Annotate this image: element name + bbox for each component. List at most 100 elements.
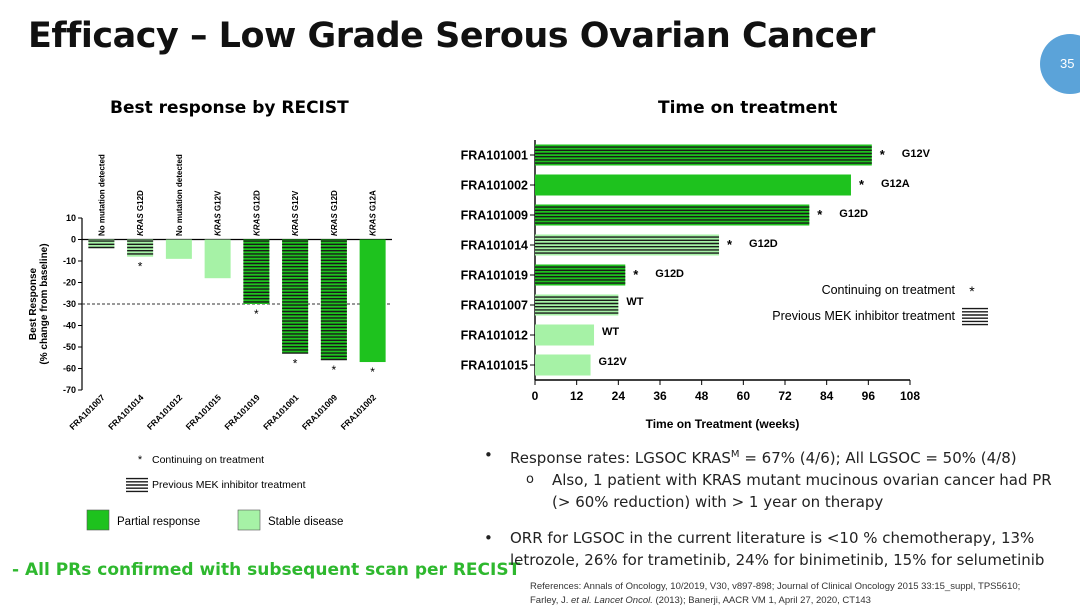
bullet-text: ORR for LGSOC in the current literature … <box>510 529 1045 569</box>
mutation-variant: G12D <box>252 190 261 213</box>
legend-continuing-symbol: * <box>969 283 975 299</box>
continuing-marker: * <box>293 356 298 370</box>
y-tick-label: -20 <box>63 278 76 288</box>
mutation-label: KRAS G12D <box>330 190 339 236</box>
mutation-label: No mutation detected <box>175 154 184 236</box>
sub-bullet-text: Also, 1 patient with KRAS mutant mucinou… <box>552 471 1052 511</box>
y-tick-label: -30 <box>63 299 76 309</box>
mutation-label: G12D <box>655 268 684 280</box>
x-tick-label: 24 <box>612 389 626 403</box>
mutation-gene: KRAS <box>252 213 261 236</box>
x-tick-label: 60 <box>737 389 751 403</box>
x-tick-label: 12 <box>570 389 584 403</box>
mutation-variant: G12V <box>291 190 300 213</box>
x-tick-label: 108 <box>900 389 920 403</box>
mutation-gene: KRAS <box>136 213 145 236</box>
patient-label: FRA101001 <box>461 149 528 163</box>
y-tick-label: -60 <box>63 364 76 374</box>
y-tick-label: -40 <box>63 321 76 331</box>
mutation-variant: No mutation detected <box>97 154 106 236</box>
continuing-marker: * <box>138 260 143 274</box>
mutation-label: KRAS G12V <box>214 190 223 236</box>
continuing-marker: * <box>370 365 375 379</box>
bullet-response-rates: • Response rates: LGSOC KRASM = 67% (4/6… <box>480 444 1060 469</box>
waterfall-chart-title: Best response by RECIST <box>110 98 349 118</box>
mutation-label: G12A <box>881 178 910 190</box>
reference-line-2: Farley, J. et al. Lancet Oncol. (2013); … <box>530 594 1020 608</box>
y-tick-label: 10 <box>66 213 76 223</box>
mutation-gene: KRAS <box>369 213 378 236</box>
reference-text: Farley, J. <box>530 595 571 606</box>
mutation-variant: G12A <box>369 190 378 213</box>
x-tick-label: 72 <box>778 389 792 403</box>
x-tick-label: 0 <box>532 389 539 403</box>
patient-label: FRA101015 <box>461 359 528 373</box>
x-tick-label: 36 <box>653 389 667 403</box>
bullet-orr-literature: • ORR for LGSOC in the current literatur… <box>480 527 1060 571</box>
continuing-marker: * <box>254 307 259 321</box>
mutation-label: KRAS G12D <box>252 190 261 236</box>
legend-partial-swatch <box>86 509 110 531</box>
patient-label: FRA101009 <box>461 209 528 223</box>
mutation-variant: G12D <box>330 190 339 213</box>
reference-text: (2013); Banerji, AACR VM 1, April 27, 20… <box>652 595 871 606</box>
mutation-label: G12V <box>902 148 931 160</box>
mutation-variant: G12V <box>214 190 223 213</box>
mutation-label: WT <box>602 326 619 338</box>
continuing-marker: * <box>880 147 886 162</box>
mutation-label: WT <box>626 296 643 308</box>
bullet-text: Response rates: LGSOC KRAS <box>510 449 731 467</box>
mutation-label: KRAS G12A <box>369 190 378 236</box>
continuing-marker: * <box>817 207 823 222</box>
legend-continuing-label: Continuing on treatment <box>822 283 956 297</box>
x-tick-label: 48 <box>695 389 709 403</box>
legend-mek-label: Previous MEK inhibitor treatment <box>772 309 955 323</box>
mutation-variant: No mutation detected <box>175 154 184 236</box>
legend-mek-label: Previous MEK inhibitor treatment <box>152 479 306 491</box>
references: References: Annals of Oncology, 10/2019,… <box>530 580 1020 608</box>
mutation-label: No mutation detected <box>97 154 106 236</box>
mutation-label: KRAS G12V <box>291 190 300 236</box>
legend-continuing-symbol: * <box>138 454 143 466</box>
patient-label: FRA101012 <box>461 329 528 343</box>
swimmer-bar <box>535 354 591 376</box>
waterfall-bar <box>359 239 386 363</box>
waterfall-bar <box>204 239 231 279</box>
bullet-marker: • <box>484 446 493 464</box>
x-axis-label: Time on Treatment (weeks) <box>646 417 800 431</box>
x-tick-label: 96 <box>862 389 876 403</box>
mutation-gene: KRAS <box>291 213 300 236</box>
mutation-gene: KRAS <box>214 213 223 236</box>
footer-note: - All PRs confirmed with subsequent scan… <box>12 560 521 580</box>
reference-journal: et al. Lancet Oncol. <box>571 595 653 606</box>
patient-label: FRA101002 <box>461 179 528 193</box>
y-tick-label: -50 <box>63 342 76 352</box>
y-tick-label: -70 <box>63 385 76 395</box>
mutation-label: G12D <box>749 238 778 250</box>
mutation-label: G12D <box>839 208 868 220</box>
bullet-text-cont: = 67% (4/6); All LGSOC = 50% (4/8) <box>739 449 1017 467</box>
continuing-marker: * <box>332 363 337 377</box>
swimmer-chart-title: Time on treatment <box>658 98 838 118</box>
y-tick-label: 0 <box>71 235 76 245</box>
continuing-marker: * <box>633 267 639 282</box>
waterfall-bar <box>165 239 192 259</box>
continuing-marker: * <box>859 177 865 192</box>
sub-bullet-marker: o <box>526 472 534 487</box>
y-tick-label: -10 <box>63 256 76 266</box>
legend-stable-swatch <box>237 509 261 531</box>
swimmer-bar <box>535 324 595 346</box>
mutation-gene: KRAS <box>330 213 339 236</box>
legend-continuing-label: Continuing on treatment <box>152 454 264 466</box>
y-axis-label: Best Response <box>28 267 39 340</box>
bullet-superscript: M <box>730 449 740 460</box>
legend-partial-label: Partial response <box>117 516 200 528</box>
x-tick-label: 84 <box>820 389 834 403</box>
continuing-marker: * <box>727 237 733 252</box>
y-axis-label-2: (% change from baseline) <box>39 243 50 364</box>
bullet-list: • Response rates: LGSOC KRASM = 67% (4/6… <box>480 444 1060 571</box>
legend-stable-label: Stable disease <box>268 516 343 528</box>
mutation-label: KRAS G12D <box>136 190 145 236</box>
